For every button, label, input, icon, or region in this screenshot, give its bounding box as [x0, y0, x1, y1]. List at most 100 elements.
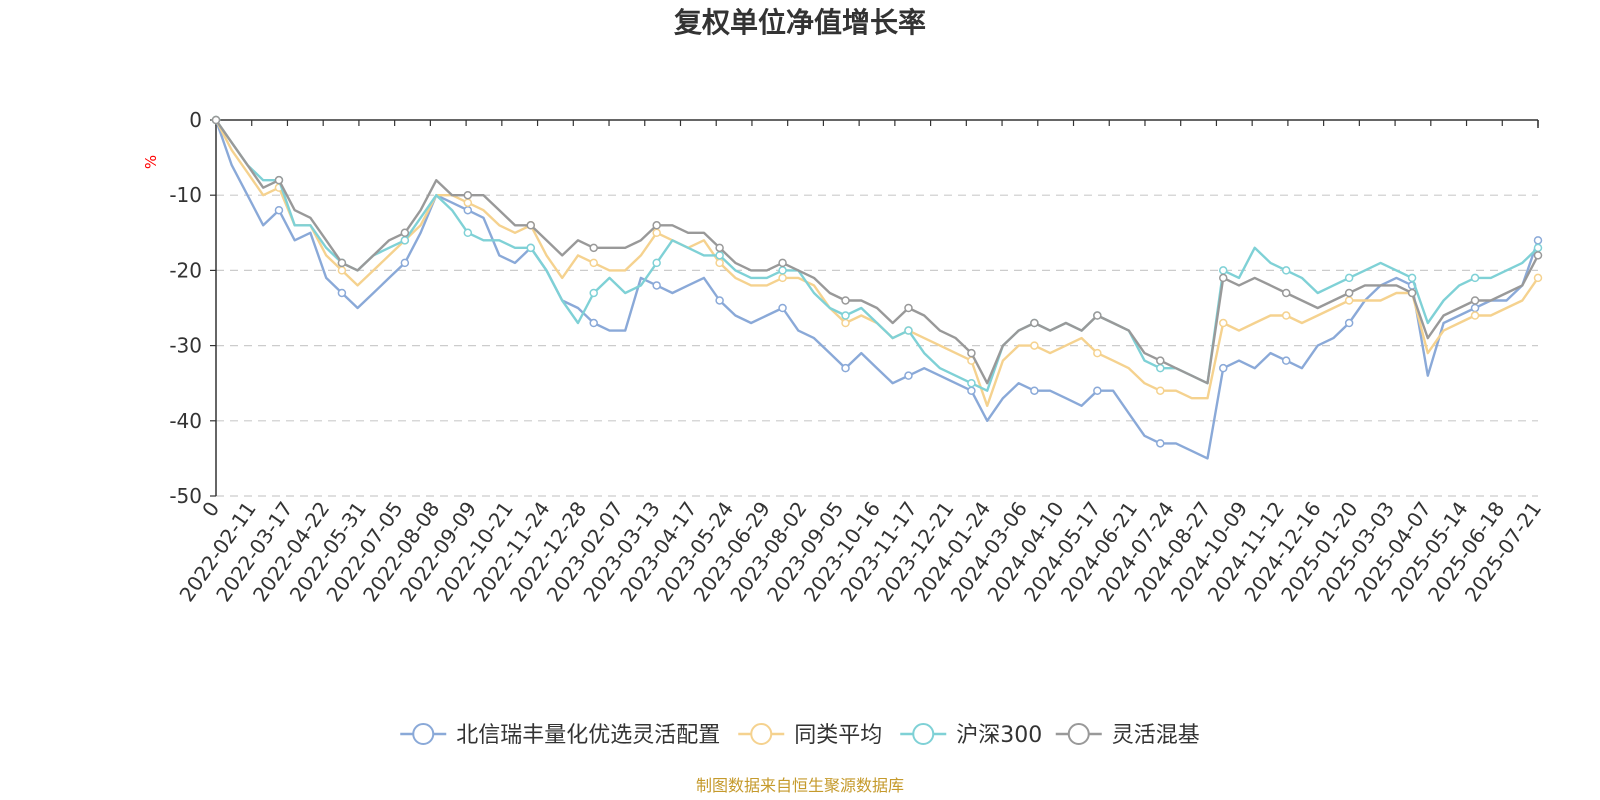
data-point: [1030, 386, 1039, 395]
y-tick-label: -10: [169, 183, 202, 207]
legend-item[interactable]: 北信瑞丰量化优选灵活配置: [400, 723, 720, 748]
data-point: [1407, 288, 1417, 298]
data-point: [400, 228, 410, 238]
chart-title: 复权单位净值增长率: [674, 6, 926, 39]
series-lines: [211, 115, 1543, 460]
data-point: [1344, 273, 1354, 283]
data-point: [589, 243, 598, 253]
data-point: [967, 378, 976, 388]
data-point: [1218, 273, 1228, 283]
data-point: [841, 296, 850, 305]
y-tick-label: -50: [169, 484, 202, 508]
legend[interactable]: 北信瑞丰量化优选灵活配置 同类平均 沪深300 灵活混基: [400, 723, 1200, 748]
y-tick-label: -30: [169, 334, 202, 358]
data-point: [463, 228, 473, 238]
data-point: [589, 258, 598, 268]
legend-label: 灵活混基: [1112, 723, 1200, 748]
x-tick-labels: 02022-02-112022-03-172022-04-222022-05-3…: [174, 497, 1546, 606]
data-point: [1533, 236, 1543, 245]
data-point: [463, 198, 473, 207]
data-point: [1156, 363, 1165, 373]
data-point: [904, 371, 913, 380]
data-point: [1030, 318, 1039, 328]
data-point: [274, 175, 284, 185]
data-point: [715, 251, 724, 260]
data-point: [526, 243, 536, 253]
data-point: [1156, 356, 1165, 365]
data-point: [1093, 348, 1102, 358]
y-tick-labels: 0 -10 -20 -30 -40 -50: [169, 108, 202, 508]
data-point: [1281, 311, 1291, 320]
data-point: [274, 205, 284, 215]
data-point: [841, 363, 850, 373]
data-point: [967, 348, 976, 358]
data-point: [589, 288, 598, 298]
data-point: [1344, 288, 1354, 298]
data-point: [1156, 439, 1165, 448]
data-point: [1281, 288, 1291, 298]
series-line: [214, 119, 1540, 460]
y-tick-label: 0: [189, 108, 202, 132]
y-tick-label: -20: [169, 258, 202, 282]
legend-label: 北信瑞丰量化优选灵活配置: [456, 723, 720, 748]
data-point: [904, 303, 913, 313]
legend-circle-icon: [912, 723, 935, 745]
data-point: [715, 243, 724, 253]
series-line: [214, 119, 1539, 407]
y-axis-unit: %: [142, 155, 160, 169]
data-point: [778, 303, 787, 313]
data-point: [778, 266, 787, 275]
data-point: [715, 296, 724, 305]
data-point: [652, 228, 661, 238]
data-point: [400, 236, 410, 245]
data-point: [715, 258, 724, 268]
data-point: [1218, 266, 1228, 275]
data-point: [400, 258, 410, 268]
data-source-note: 制图数据来自恒生聚源数据库: [696, 776, 904, 795]
data-point: [1093, 386, 1102, 395]
data-point: [211, 115, 221, 125]
legend-circle-icon: [412, 723, 435, 745]
data-point: [1533, 251, 1543, 260]
grid-lines: [216, 194, 1538, 497]
data-point: [1156, 386, 1165, 395]
data-point: [337, 258, 347, 268]
data-point: [904, 326, 913, 335]
data-point: [652, 221, 661, 230]
data-point: [652, 258, 661, 268]
data-point: [652, 281, 661, 290]
legend-circle-icon: [750, 723, 773, 745]
data-point: [1281, 356, 1291, 365]
legend-label: 沪深300: [956, 723, 1042, 748]
data-point: [1218, 318, 1228, 328]
data-point: [1344, 296, 1354, 305]
data-point: [1030, 341, 1039, 350]
legend-label: 同类平均: [794, 723, 882, 748]
data-point: [1344, 318, 1354, 328]
data-point: [1218, 363, 1228, 373]
data-point: [778, 273, 787, 283]
legend-item[interactable]: 灵活混基: [1055, 723, 1200, 748]
data-point: [337, 266, 347, 275]
data-point: [463, 205, 473, 215]
data-point: [1470, 303, 1480, 313]
legend-item[interactable]: 沪深300: [900, 723, 1042, 748]
data-point: [1470, 311, 1480, 320]
data-point: [1470, 296, 1480, 305]
data-point: [463, 190, 473, 200]
series-line: [215, 119, 1540, 385]
series-line: [215, 119, 1539, 392]
data-point: [841, 311, 850, 320]
data-point: [1407, 273, 1417, 283]
data-point: [337, 288, 347, 298]
x-tick-label: 0: [197, 497, 224, 521]
data-point: [589, 318, 598, 328]
data-point: [1093, 311, 1102, 320]
legend-item[interactable]: 同类平均: [738, 723, 882, 748]
data-point: [1533, 273, 1543, 283]
data-point: [1533, 243, 1543, 253]
data-point: [1470, 273, 1480, 283]
y-tick-label: -40: [169, 409, 202, 433]
data-point: [778, 258, 787, 268]
